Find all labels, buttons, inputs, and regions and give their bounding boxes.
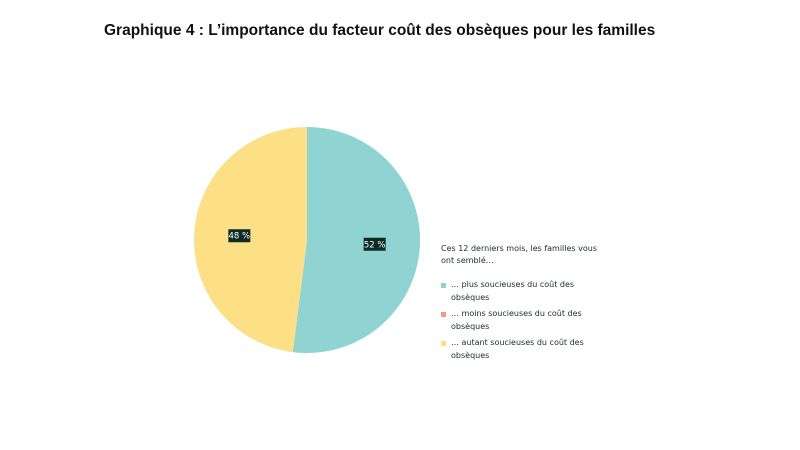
data-label-text: 52 % bbox=[364, 240, 386, 250]
legend: Ces 12 derniers mois, les familles vous … bbox=[441, 243, 601, 366]
data-label-autant: 48 % bbox=[228, 229, 251, 243]
data-label-plus: 52 % bbox=[363, 237, 386, 251]
chart-title: Graphique 4 : L’importance du facteur co… bbox=[104, 22, 656, 39]
legend-item-moins: … moins soucieuses du coût des obsèques bbox=[441, 308, 601, 333]
pie-slice-autant bbox=[194, 127, 307, 353]
legend-label-moins: … moins soucieuses du coût des obsèques bbox=[451, 309, 582, 331]
legend-title: Ces 12 derniers mois, les familles vous … bbox=[441, 244, 598, 265]
data-label-box bbox=[228, 229, 251, 243]
legend-label-autant: … autant soucieuses du coût des obsèques bbox=[451, 338, 584, 360]
legend-swatch-moins bbox=[441, 312, 446, 317]
legend-label-plus: … plus soucieuses du coût des obsèques bbox=[451, 280, 575, 302]
legend-swatch-autant bbox=[441, 341, 446, 346]
data-label-box bbox=[363, 237, 386, 251]
legend-item-autant: … autant soucieuses du coût des obsèques bbox=[441, 337, 601, 362]
legend-item-plus: … plus soucieuses du coût des obsèques bbox=[441, 279, 601, 304]
pie-slice-plus bbox=[292, 127, 421, 353]
legend-swatch-plus bbox=[441, 283, 446, 288]
data-label-text: 48 % bbox=[229, 232, 251, 242]
